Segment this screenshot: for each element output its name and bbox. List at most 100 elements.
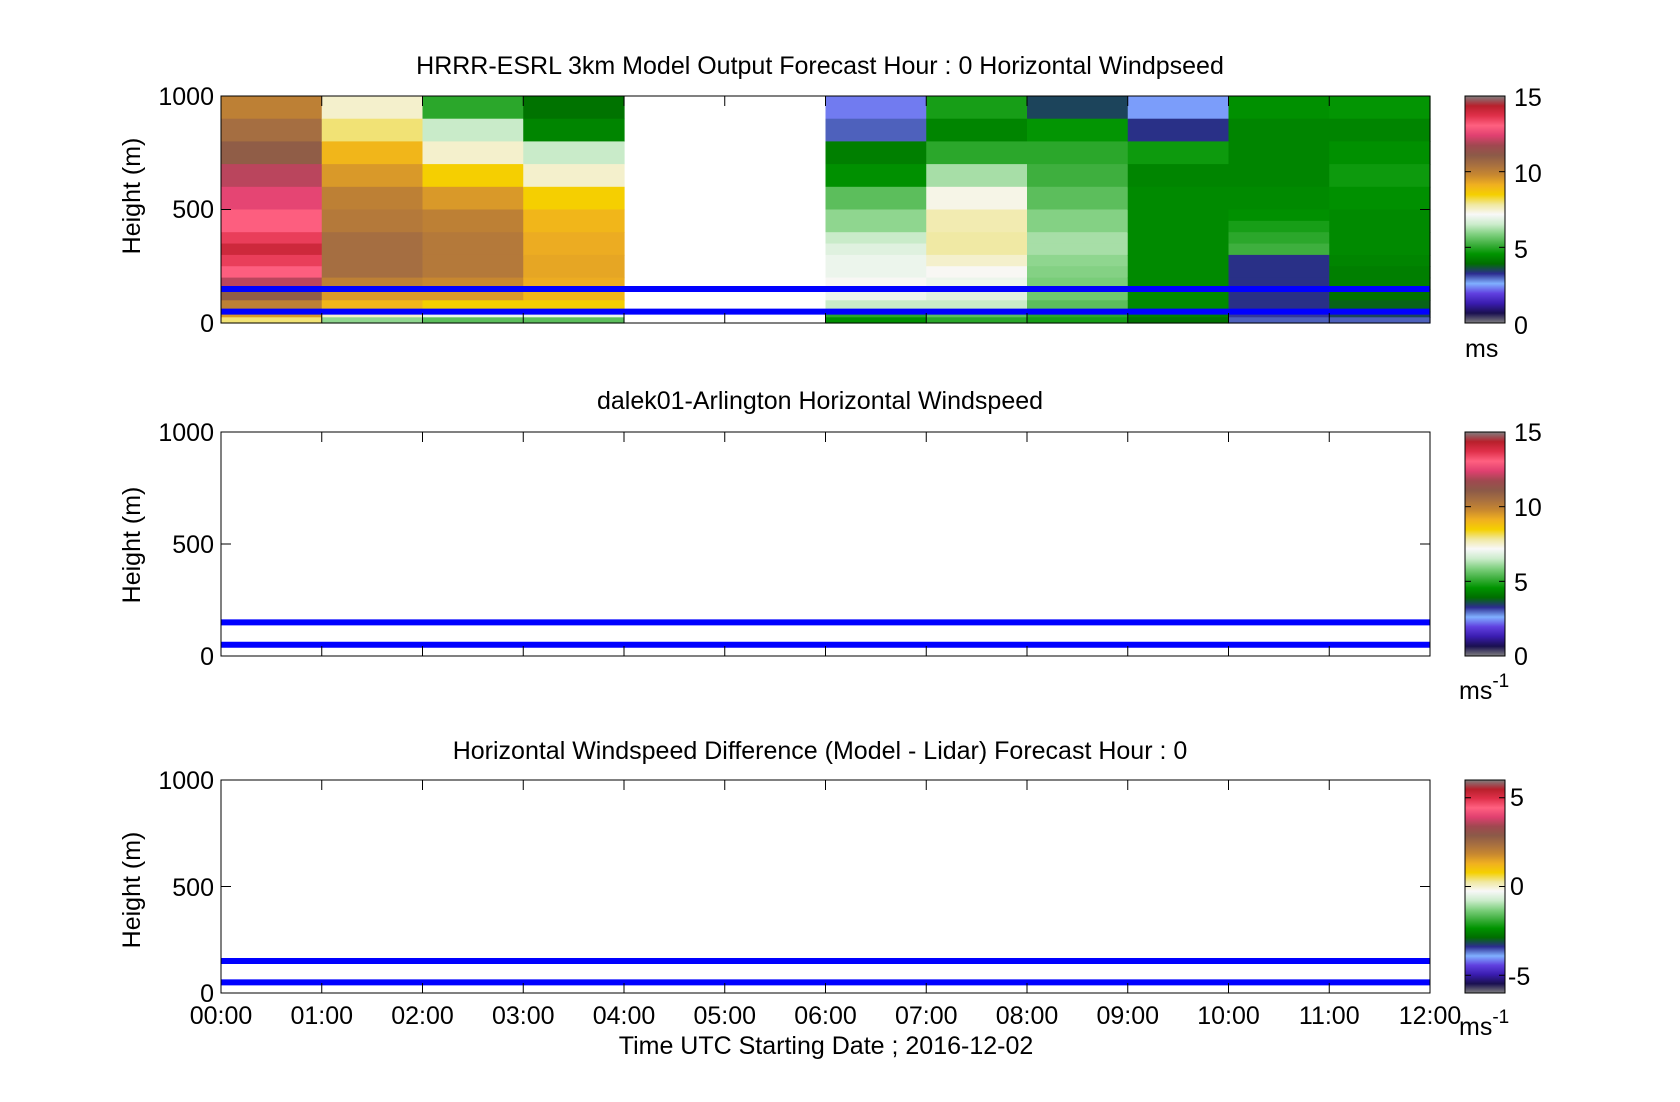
heatmap-cell <box>825 96 927 120</box>
x-tick-label: 06:00 <box>794 1002 857 1030</box>
panel-difference-ytick-500: 500 <box>172 874 214 902</box>
heatmap-cell <box>1027 288 1129 301</box>
heatmap-cell <box>321 164 424 188</box>
panel-lidar-ylabel: Height (m) <box>118 487 146 604</box>
heatmap-cell <box>422 277 524 290</box>
heatmap-cell <box>523 317 625 324</box>
panel-model-colorbar-gradient <box>1464 95 1506 324</box>
x-tick-label: 04:00 <box>593 1002 656 1030</box>
heatmap-cell <box>1329 300 1431 313</box>
heatmap-cell <box>1027 300 1129 313</box>
panel-difference-colorbar-ticks <box>1465 797 1505 976</box>
heatmap-cell <box>926 254 1028 267</box>
heatmap-cell <box>321 317 424 324</box>
panel-model-heatmap <box>221 96 1431 324</box>
heatmap-cell <box>221 254 323 267</box>
panel-lidar-colorbar-gradient <box>1464 431 1506 657</box>
panel-difference-ylabel: Height (m) <box>118 832 146 949</box>
heatmap-cell <box>221 96 323 120</box>
x-tick-label: 01:00 <box>290 1002 353 1030</box>
panel-model-ytick-500: 500 <box>172 196 214 224</box>
heatmap-cell <box>1127 209 1230 233</box>
heatmap-cell <box>523 141 625 165</box>
heatmap-cell <box>523 118 625 142</box>
heatmap-cell <box>825 300 927 313</box>
heatmap-cell <box>1329 317 1431 324</box>
panel-model-reference-lines <box>221 285 1430 315</box>
heatmap-cell <box>1329 96 1431 120</box>
panel-model-ticks <box>221 96 1430 323</box>
panel-lidar-ytick-1000: 1000 <box>158 419 214 447</box>
x-tick-label: 11:00 <box>1299 1002 1360 1030</box>
heatmap-cell <box>926 317 1028 324</box>
heatmap-cell <box>1127 96 1230 120</box>
x-tick-label: 08:00 <box>996 1002 1059 1030</box>
heatmap-cell <box>1027 232 1129 245</box>
heatmap-cell <box>422 288 524 301</box>
heatmap-cell <box>221 164 323 188</box>
heatmap-cell <box>825 317 927 324</box>
heatmap-cell <box>422 254 524 279</box>
heatmap-cell <box>1127 118 1230 142</box>
heatmap-cell <box>221 317 323 324</box>
heatmap-cell <box>1329 209 1431 233</box>
heatmap-cell <box>1127 317 1230 324</box>
heatmap-cell <box>1329 141 1431 165</box>
heatmap-cell <box>825 232 927 245</box>
heatmap-cell <box>1228 277 1330 290</box>
heatmap-cell <box>523 209 625 233</box>
heatmap-cell <box>1329 232 1431 256</box>
panel-difference-colorbar-tick-5: 5 <box>1510 784 1524 812</box>
heatmap-cell <box>1027 96 1129 120</box>
panel-difference-ytick-1000: 1000 <box>158 767 214 795</box>
panel-model-colorbar-tick-0: 0 <box>1514 312 1528 340</box>
panel-lidar-colorbar-unit: ms-1 <box>1459 671 1509 705</box>
heatmap-cell <box>1127 186 1230 211</box>
panel-difference-colorbar-unit-base: ms <box>1459 1013 1492 1041</box>
panel-model-colorbar: 15 10 5 0 ms <box>1464 84 1542 363</box>
panel-model-ytick-1000: 1000 <box>158 83 214 111</box>
panel-lidar-ticks <box>221 432 1430 656</box>
x-tick-label: 02:00 <box>391 1002 454 1030</box>
heatmap-cell <box>926 96 1028 120</box>
heatmap-cell <box>1329 266 1431 279</box>
panel-model-colorbar-unit: ms <box>1465 335 1498 363</box>
heatmap-cell <box>926 118 1028 142</box>
heatmap-cell <box>523 311 625 318</box>
heatmap-cell <box>523 186 625 211</box>
heatmap-cell <box>926 209 1028 233</box>
heatmap-cell <box>422 232 524 256</box>
heatmap-cell <box>926 311 1028 318</box>
panel-difference-ticks <box>221 780 1430 993</box>
heatmap-cell <box>321 141 424 165</box>
heatmap-cell <box>221 141 323 165</box>
heatmap-cell <box>1027 141 1129 165</box>
heatmap-cell <box>1329 311 1431 318</box>
panel-difference-colorbar-unit-exp: -1 <box>1492 1007 1509 1028</box>
heatmap-cell <box>422 141 524 165</box>
heatmap-cell <box>1228 232 1330 245</box>
heatmap-cell <box>1329 288 1431 301</box>
heatmap-cell <box>321 186 424 211</box>
heatmap-cell <box>1127 300 1230 313</box>
panel-difference: Horizontal Windspeed Difference (Model -… <box>118 737 1530 1060</box>
panel-lidar-colorbar-tick-15: 15 <box>1514 419 1542 447</box>
panel-lidar-ytick-500: 500 <box>172 531 214 559</box>
heatmap-cell <box>321 288 424 301</box>
heatmap-cell <box>523 288 625 301</box>
heatmap-cell <box>422 209 524 233</box>
panel-lidar-colorbar-tick-10: 10 <box>1514 494 1542 522</box>
heatmap-cell <box>825 311 927 318</box>
heatmap-cell <box>422 300 524 313</box>
heatmap-cell <box>1127 311 1230 318</box>
heatmap-cell <box>1329 254 1431 267</box>
panel-lidar-colorbar-ticks <box>1465 431 1505 657</box>
panel-lidar-colorbar-tick-0: 0 <box>1514 643 1528 671</box>
heatmap-cell <box>221 311 323 318</box>
panel-model-colorbar-tick-5: 5 <box>1514 236 1528 264</box>
panel-lidar-ytick-0: 0 <box>200 643 214 671</box>
heatmap-cell <box>221 300 323 313</box>
x-tick-label: 09:00 <box>1096 1002 1159 1030</box>
heatmap-cell <box>825 186 927 211</box>
